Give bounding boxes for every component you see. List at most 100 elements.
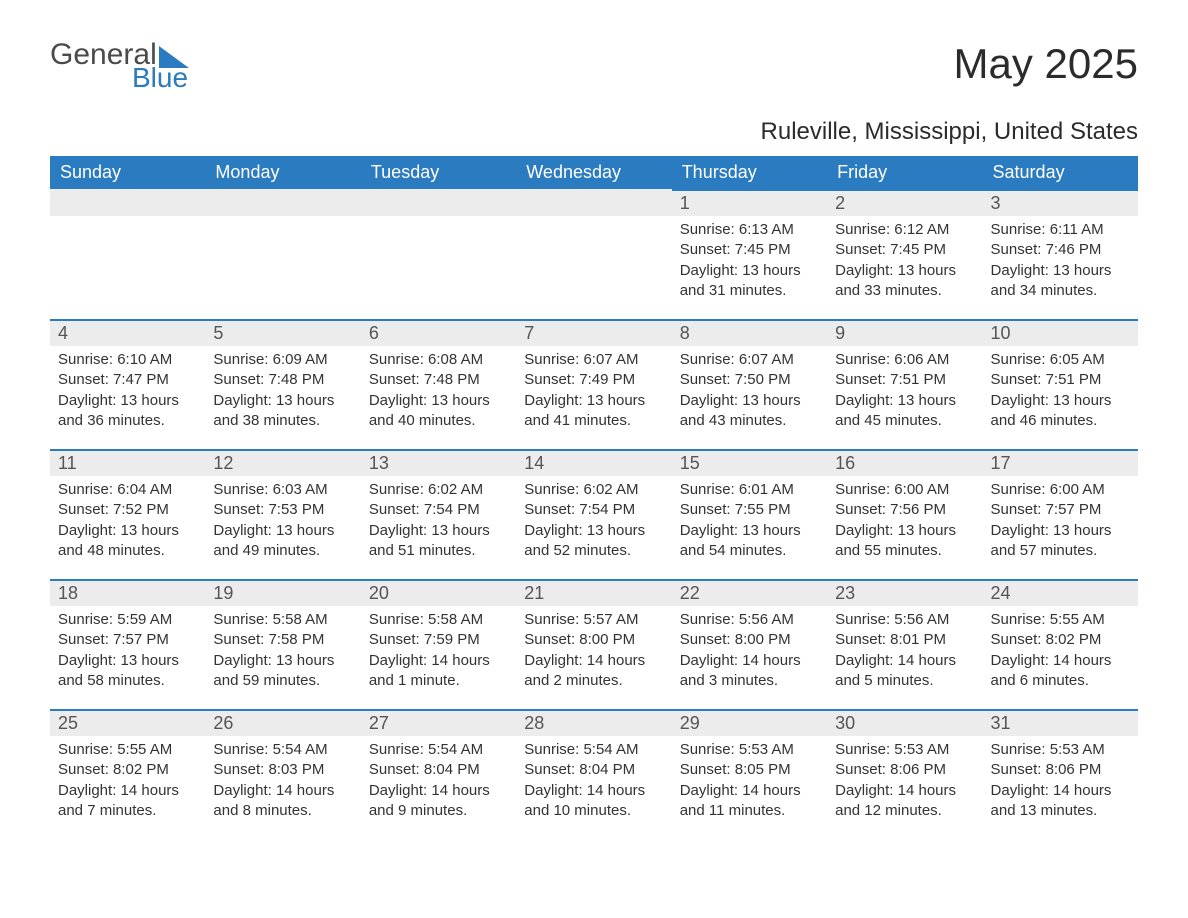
calendar-day-cell: 14Sunrise: 6:02 AMSunset: 7:54 PMDayligh… [516,449,671,579]
day-number: 20 [361,579,516,606]
daylight-text: Daylight: 14 hours and 10 minutes. [524,781,663,822]
sunset-text: Sunset: 7:45 PM [835,240,974,260]
weekday-header: Friday [827,156,982,189]
day-number: 14 [516,449,671,476]
sunrise-text: Sunrise: 6:00 AM [835,480,974,500]
day-number: 15 [672,449,827,476]
day-content: Sunrise: 6:11 AMSunset: 7:46 PMDaylight:… [983,216,1138,305]
day-number: 31 [983,709,1138,736]
sunset-text: Sunset: 8:01 PM [835,630,974,650]
day-content: Sunrise: 5:57 AMSunset: 8:00 PMDaylight:… [516,606,671,695]
daylight-text: Daylight: 13 hours and 34 minutes. [991,261,1130,302]
sunset-text: Sunset: 8:00 PM [524,630,663,650]
calendar-day-cell: 6Sunrise: 6:08 AMSunset: 7:48 PMDaylight… [361,319,516,449]
day-number: 2 [827,189,982,216]
calendar-day-cell: 27Sunrise: 5:54 AMSunset: 8:04 PMDayligh… [361,709,516,839]
sunset-text: Sunset: 8:00 PM [680,630,819,650]
sunset-text: Sunset: 8:04 PM [369,760,508,780]
sunset-text: Sunset: 8:06 PM [991,760,1130,780]
page-title: May 2025 [954,40,1138,88]
sunrise-text: Sunrise: 6:08 AM [369,350,508,370]
day-number-bar-empty [205,189,360,216]
calendar-day-cell: 7Sunrise: 6:07 AMSunset: 7:49 PMDaylight… [516,319,671,449]
day-number: 17 [983,449,1138,476]
daylight-text: Daylight: 13 hours and 59 minutes. [213,651,352,692]
calendar-day-cell: 26Sunrise: 5:54 AMSunset: 8:03 PMDayligh… [205,709,360,839]
sunrise-text: Sunrise: 6:00 AM [991,480,1130,500]
day-number: 11 [50,449,205,476]
sunset-text: Sunset: 7:45 PM [680,240,819,260]
sunrise-text: Sunrise: 5:59 AM [58,610,197,630]
sunrise-text: Sunrise: 5:53 AM [680,740,819,760]
sunset-text: Sunset: 7:47 PM [58,370,197,390]
sunset-text: Sunset: 7:56 PM [835,500,974,520]
day-number: 12 [205,449,360,476]
sunrise-text: Sunrise: 6:09 AM [213,350,352,370]
calendar-day-cell [205,189,360,319]
sunrise-text: Sunrise: 5:54 AM [369,740,508,760]
day-number: 16 [827,449,982,476]
sunset-text: Sunset: 8:05 PM [680,760,819,780]
sunrise-text: Sunrise: 6:06 AM [835,350,974,370]
day-content: Sunrise: 6:07 AMSunset: 7:49 PMDaylight:… [516,346,671,435]
day-content: Sunrise: 6:02 AMSunset: 7:54 PMDaylight:… [361,476,516,565]
calendar-day-cell: 5Sunrise: 6:09 AMSunset: 7:48 PMDaylight… [205,319,360,449]
daylight-text: Daylight: 13 hours and 54 minutes. [680,521,819,562]
daylight-text: Daylight: 14 hours and 7 minutes. [58,781,197,822]
sunset-text: Sunset: 8:02 PM [991,630,1130,650]
sunrise-text: Sunrise: 6:10 AM [58,350,197,370]
sunset-text: Sunset: 7:50 PM [680,370,819,390]
day-content: Sunrise: 6:06 AMSunset: 7:51 PMDaylight:… [827,346,982,435]
calendar-day-cell: 23Sunrise: 5:56 AMSunset: 8:01 PMDayligh… [827,579,982,709]
sunrise-text: Sunrise: 6:13 AM [680,220,819,240]
day-number: 9 [827,319,982,346]
calendar-day-cell: 28Sunrise: 5:54 AMSunset: 8:04 PMDayligh… [516,709,671,839]
day-content: Sunrise: 6:03 AMSunset: 7:53 PMDaylight:… [205,476,360,565]
sunrise-text: Sunrise: 5:58 AM [213,610,352,630]
day-content: Sunrise: 5:53 AMSunset: 8:06 PMDaylight:… [827,736,982,825]
weekday-header: Thursday [672,156,827,189]
day-content: Sunrise: 5:53 AMSunset: 8:06 PMDaylight:… [983,736,1138,825]
calendar-day-cell: 29Sunrise: 5:53 AMSunset: 8:05 PMDayligh… [672,709,827,839]
day-content: Sunrise: 6:08 AMSunset: 7:48 PMDaylight:… [361,346,516,435]
day-content: Sunrise: 6:02 AMSunset: 7:54 PMDaylight:… [516,476,671,565]
sunrise-text: Sunrise: 6:02 AM [524,480,663,500]
day-content: Sunrise: 5:54 AMSunset: 8:04 PMDaylight:… [361,736,516,825]
sunrise-text: Sunrise: 5:56 AM [680,610,819,630]
calendar-day-cell: 12Sunrise: 6:03 AMSunset: 7:53 PMDayligh… [205,449,360,579]
day-number: 8 [672,319,827,346]
sunrise-text: Sunrise: 5:54 AM [213,740,352,760]
sunset-text: Sunset: 7:55 PM [680,500,819,520]
calendar-week-row: 18Sunrise: 5:59 AMSunset: 7:57 PMDayligh… [50,579,1138,709]
sunset-text: Sunset: 7:46 PM [991,240,1130,260]
brand-triangle-icon [159,46,189,68]
sunrise-text: Sunrise: 6:02 AM [369,480,508,500]
sunrise-text: Sunrise: 6:07 AM [680,350,819,370]
sunrise-text: Sunrise: 6:03 AM [213,480,352,500]
sunset-text: Sunset: 7:51 PM [835,370,974,390]
day-content: Sunrise: 6:00 AMSunset: 7:56 PMDaylight:… [827,476,982,565]
day-content: Sunrise: 6:00 AMSunset: 7:57 PMDaylight:… [983,476,1138,565]
calendar-week-row: 25Sunrise: 5:55 AMSunset: 8:02 PMDayligh… [50,709,1138,839]
daylight-text: Daylight: 13 hours and 46 minutes. [991,391,1130,432]
calendar-day-cell: 21Sunrise: 5:57 AMSunset: 8:00 PMDayligh… [516,579,671,709]
day-content: Sunrise: 6:13 AMSunset: 7:45 PMDaylight:… [672,216,827,305]
sunset-text: Sunset: 7:49 PM [524,370,663,390]
day-number: 25 [50,709,205,736]
brand-logo: General Blue [50,40,189,98]
sunrise-text: Sunrise: 5:55 AM [991,610,1130,630]
daylight-text: Daylight: 13 hours and 31 minutes. [680,261,819,302]
sunset-text: Sunset: 7:59 PM [369,630,508,650]
day-content: Sunrise: 5:55 AMSunset: 8:02 PMDaylight:… [50,736,205,825]
sunrise-text: Sunrise: 5:53 AM [991,740,1130,760]
sunset-text: Sunset: 7:53 PM [213,500,352,520]
weekday-header: Saturday [983,156,1138,189]
sunset-text: Sunset: 8:03 PM [213,760,352,780]
calendar-day-cell: 8Sunrise: 6:07 AMSunset: 7:50 PMDaylight… [672,319,827,449]
day-number: 22 [672,579,827,606]
daylight-text: Daylight: 14 hours and 6 minutes. [991,651,1130,692]
day-number: 26 [205,709,360,736]
day-content: Sunrise: 6:07 AMSunset: 7:50 PMDaylight:… [672,346,827,435]
daylight-text: Daylight: 14 hours and 1 minute. [369,651,508,692]
daylight-text: Daylight: 14 hours and 5 minutes. [835,651,974,692]
